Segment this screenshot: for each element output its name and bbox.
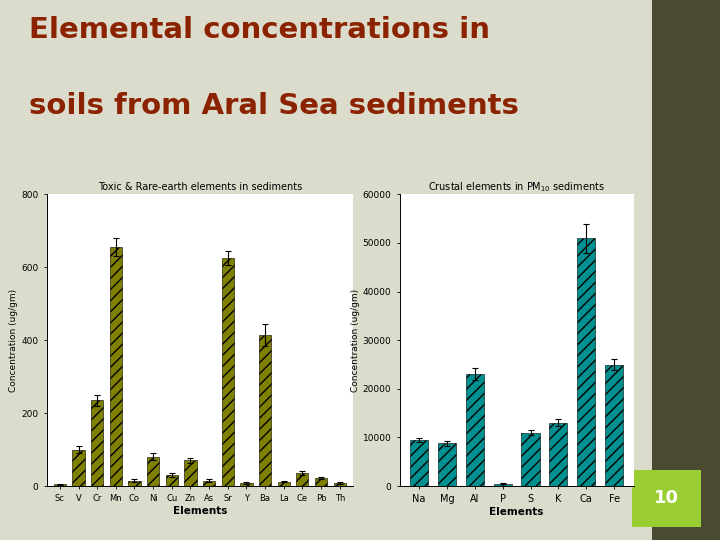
Bar xyxy=(240,483,253,486)
Text: 10: 10 xyxy=(654,489,679,507)
Bar xyxy=(410,440,428,486)
Bar xyxy=(54,484,66,486)
Bar xyxy=(605,364,623,486)
X-axis label: Elements: Elements xyxy=(173,506,227,516)
Bar xyxy=(549,423,567,486)
Bar xyxy=(297,473,308,486)
Bar xyxy=(278,482,290,486)
Y-axis label: Concentration (ug/gm): Concentration (ug/gm) xyxy=(351,289,360,392)
Title: Crustal elements in PM$_{10}$ sediments: Crustal elements in PM$_{10}$ sediments xyxy=(428,180,605,194)
Text: Elemental concentrations in: Elemental concentrations in xyxy=(29,16,490,44)
Bar xyxy=(109,247,122,486)
Y-axis label: Concentration (ug/gm): Concentration (ug/gm) xyxy=(9,289,19,392)
X-axis label: Elements: Elements xyxy=(490,507,544,517)
Bar xyxy=(166,475,178,486)
Bar xyxy=(222,258,234,486)
Bar xyxy=(494,484,512,486)
Bar xyxy=(203,481,215,486)
Bar xyxy=(184,461,197,486)
Bar xyxy=(128,481,140,486)
Bar xyxy=(315,478,327,486)
Bar xyxy=(333,483,346,486)
Bar xyxy=(91,400,103,486)
Bar xyxy=(73,449,84,486)
Bar xyxy=(521,433,539,486)
Title: Toxic & Rare-earth elements in sediments: Toxic & Rare-earth elements in sediments xyxy=(98,182,302,192)
Text: soils from Aral Sea sediments: soils from Aral Sea sediments xyxy=(29,92,518,120)
Bar xyxy=(577,238,595,486)
Bar xyxy=(259,335,271,486)
Bar xyxy=(147,457,159,486)
Bar xyxy=(466,374,484,486)
Bar xyxy=(438,443,456,486)
